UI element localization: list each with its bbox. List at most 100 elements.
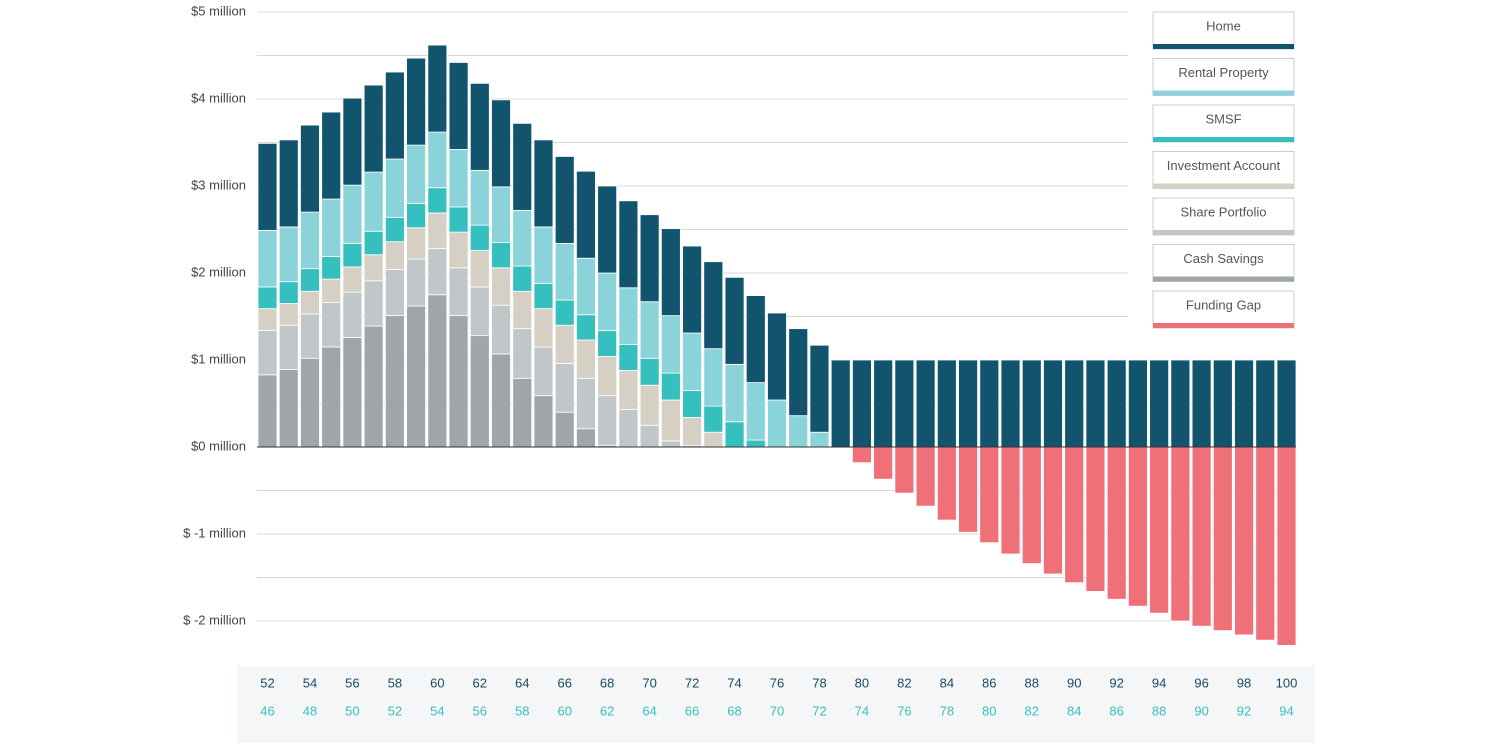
bar-segment [512,265,533,292]
bar-segment [1234,446,1254,636]
bar-segment [406,258,427,307]
bar-segment [660,372,681,401]
bar-segment [384,241,405,270]
bar-segment [278,139,299,228]
bar-segment [469,224,490,251]
x-tick-label: 92 [1109,675,1123,690]
bar-segment [469,82,490,171]
bar-segment [703,348,724,407]
partner-age-label: 78 [940,703,954,718]
partner-age-label: 76 [897,703,911,718]
bar-segment [321,198,342,257]
bar-segment [660,399,681,442]
y-tick-label: $ -1 million [183,525,246,540]
bar-segment [491,353,511,448]
y-tick-label: $ -2 million [183,612,246,627]
bar-segment [618,343,639,371]
bar-segment [554,243,575,301]
partner-age-label: 62 [600,703,614,718]
partner-age-label: 84 [1067,703,1081,718]
bar-segment [1149,359,1170,448]
bar-segment [512,377,533,448]
bar-segment [597,395,618,446]
bar-segment [682,390,702,418]
bar-segment [321,256,342,280]
legend-label: Funding Gap [1186,297,1261,312]
bar-segment [257,142,278,231]
bar-segment [342,243,363,268]
bar-segment [300,357,320,448]
bar-segment [427,44,448,133]
bar-segment [469,169,490,226]
bar-segment [703,405,724,433]
bar-segment [1149,446,1170,614]
bar-segment [469,335,490,448]
bar-segment [979,359,1000,448]
bar-segment [363,230,384,256]
x-tick-label: 86 [982,675,996,690]
legend-item: Home [1152,11,1295,50]
legend-swatch [1153,137,1294,142]
bar-segment [491,267,511,306]
bar-segment [1234,359,1254,448]
y-tick-label: $1 million [191,351,246,366]
partner-age-label: 90 [1194,703,1208,718]
legend-box [1152,58,1295,96]
legend-box [1152,151,1295,189]
bar-segment [576,377,596,430]
bar-segment [576,428,596,448]
x-tick-label: 88 [1025,675,1039,690]
x-tick-label: 58 [388,675,402,690]
x-tick-label: 60 [430,675,444,690]
bar-segment [767,312,787,401]
bar-segment [1085,359,1106,448]
bar-segment [512,122,533,211]
bar-segment [618,200,639,289]
bar-segment [809,344,830,433]
y-tick-label: $3 million [191,177,246,192]
bar-segment [448,267,469,317]
bar-segment [639,214,660,303]
x-tick-label: 94 [1152,675,1166,690]
y-tick-label: $2 million [191,264,246,279]
bar-segment [915,446,936,507]
legend-box [1152,11,1295,50]
bar-segment [406,144,427,204]
bar-segment [321,346,342,448]
bar-segment [1064,359,1085,448]
bar-segment [321,278,342,303]
legend-item: Cash Savings [1152,244,1295,282]
bar-segment [618,370,639,410]
bar-segment [703,261,724,350]
x-tick-label: 96 [1194,675,1208,690]
bar-segment [384,158,405,218]
bar-segment [321,302,342,348]
bar-segment [278,303,299,326]
x-tick-label: 74 [727,675,741,690]
x-tick-label: 52 [260,675,274,690]
y-tick-label: $4 million [191,90,246,105]
bar-segment [958,359,978,448]
bar-segment [448,62,469,150]
bar-segment [342,336,363,448]
bar-segment [724,421,745,448]
legend-item: Funding Gap [1152,290,1295,329]
bar-segment [533,226,554,284]
bar-segment [597,272,618,331]
partner-age-label: 86 [1109,703,1123,718]
x-tick-label: 100 [1276,675,1298,690]
bar-segment [724,276,745,365]
bar-segment [1255,359,1276,448]
bar-segment [788,415,809,448]
bar-segment [576,339,596,379]
bar-segment [724,363,745,423]
bar-segment [745,439,766,448]
bar-segment [384,269,405,317]
legend-swatch [1153,44,1294,49]
bar-segment [703,431,724,448]
bar-segment [491,304,511,355]
bar-segment [533,308,554,348]
bar-segment [1127,446,1148,607]
bar-segment [682,417,702,446]
bar-segment [300,211,320,270]
